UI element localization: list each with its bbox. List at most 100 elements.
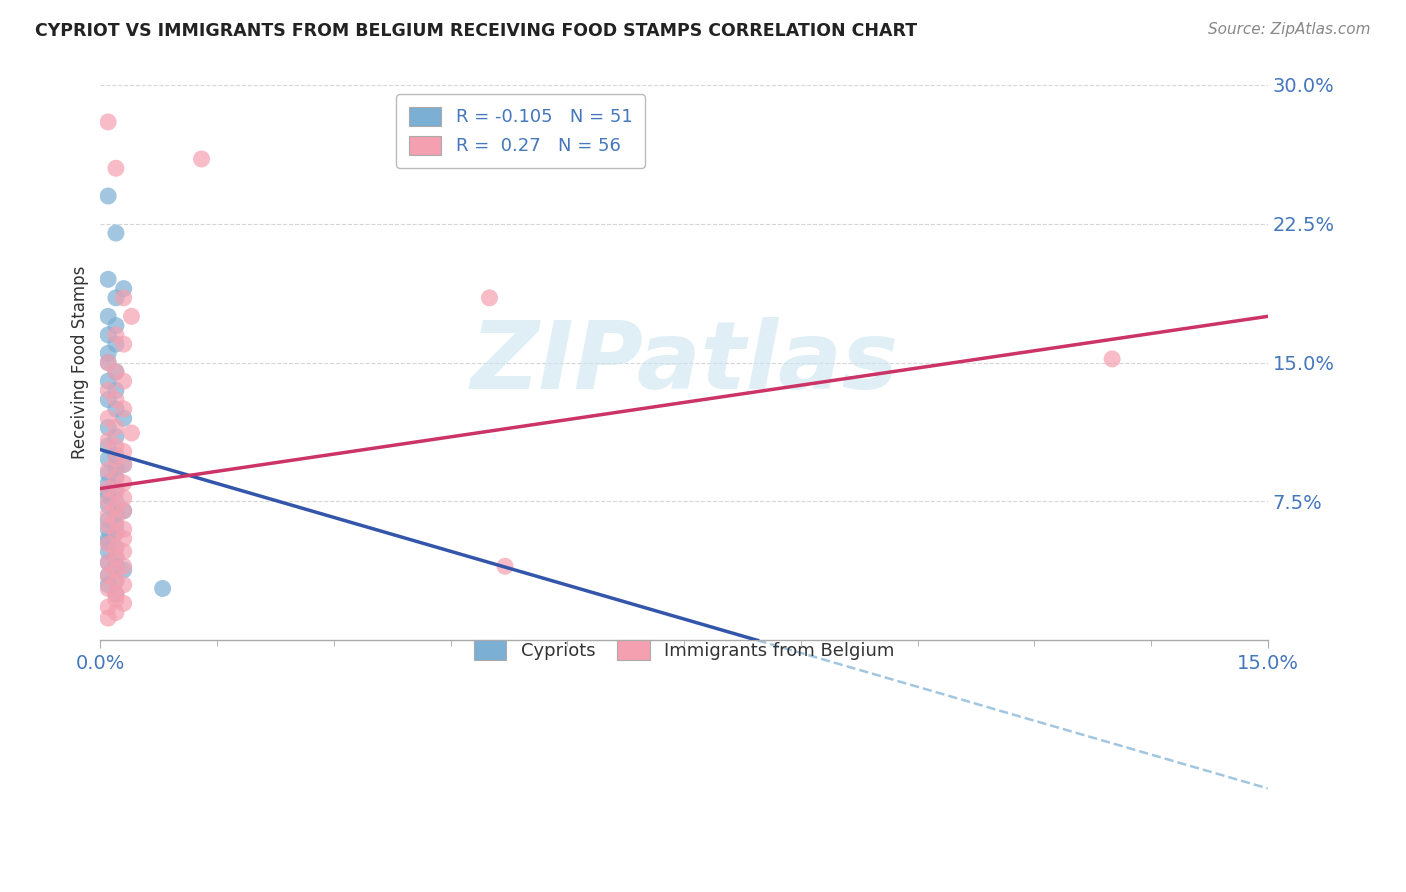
Point xyxy=(104,525,127,540)
Point xyxy=(112,444,135,458)
Point xyxy=(97,439,120,453)
Point xyxy=(104,401,127,416)
Point xyxy=(112,401,135,416)
Point xyxy=(97,485,120,500)
Text: Source: ZipAtlas.com: Source: ZipAtlas.com xyxy=(1208,22,1371,37)
Point xyxy=(104,430,127,444)
Text: ZIPatlas: ZIPatlas xyxy=(470,317,898,409)
Point xyxy=(104,384,127,398)
Point xyxy=(97,556,120,570)
Point xyxy=(97,482,120,496)
Point xyxy=(97,556,120,570)
Point xyxy=(97,475,120,490)
Point xyxy=(97,310,120,324)
Point xyxy=(104,470,127,484)
Point xyxy=(104,420,127,434)
Point xyxy=(112,559,135,574)
Point xyxy=(121,310,143,324)
Point xyxy=(104,500,127,514)
Point xyxy=(112,578,135,592)
Point xyxy=(112,291,135,305)
Point xyxy=(97,568,120,582)
Point xyxy=(97,384,120,398)
Point xyxy=(97,392,120,407)
Y-axis label: Receiving Food Stamps: Receiving Food Stamps xyxy=(72,266,89,459)
Point xyxy=(112,458,135,472)
Point xyxy=(97,513,120,527)
Point xyxy=(97,451,120,466)
Point xyxy=(97,463,120,477)
Point xyxy=(104,226,127,240)
Point xyxy=(104,161,127,176)
Point xyxy=(104,574,127,588)
Point xyxy=(104,337,127,351)
Legend: Cypriots, Immigrants from Belgium: Cypriots, Immigrants from Belgium xyxy=(467,633,901,667)
Point xyxy=(97,494,120,508)
Point xyxy=(104,439,127,453)
Point xyxy=(97,568,120,582)
Point xyxy=(104,574,127,588)
Text: CYPRIOT VS IMMIGRANTS FROM BELGIUM RECEIVING FOOD STAMPS CORRELATION CHART: CYPRIOT VS IMMIGRANTS FROM BELGIUM RECEI… xyxy=(35,22,917,40)
Point xyxy=(104,592,127,607)
Point xyxy=(104,318,127,333)
Point xyxy=(112,458,135,472)
Point xyxy=(104,365,127,379)
Point xyxy=(97,327,120,342)
Point xyxy=(104,563,127,577)
Point xyxy=(97,535,120,549)
Point xyxy=(112,491,135,505)
Point xyxy=(104,494,127,508)
Point xyxy=(97,434,120,448)
Point xyxy=(1101,351,1123,366)
Point xyxy=(104,291,127,305)
Point xyxy=(190,152,212,166)
Point xyxy=(112,532,135,546)
Point xyxy=(97,582,120,596)
Point xyxy=(112,337,135,351)
Point xyxy=(97,346,120,360)
Point xyxy=(97,489,120,503)
Point xyxy=(112,504,135,518)
Point xyxy=(112,563,135,577)
Point xyxy=(478,291,501,305)
Point xyxy=(97,532,120,546)
Point xyxy=(104,482,127,496)
Point xyxy=(97,508,120,522)
Point xyxy=(104,365,127,379)
Point xyxy=(112,596,135,610)
Point xyxy=(104,451,127,466)
Point xyxy=(97,599,120,614)
Point xyxy=(97,411,120,425)
Point xyxy=(112,544,135,558)
Point xyxy=(97,467,120,481)
Point xyxy=(112,522,135,536)
Point xyxy=(97,522,120,536)
Point xyxy=(112,374,135,388)
Point xyxy=(104,392,127,407)
Point xyxy=(104,549,127,564)
Point xyxy=(152,582,174,596)
Point xyxy=(112,504,135,518)
Point xyxy=(97,611,120,625)
Point xyxy=(104,606,127,620)
Point xyxy=(97,374,120,388)
Point xyxy=(97,356,120,370)
Point xyxy=(97,420,120,434)
Point xyxy=(97,272,120,286)
Point xyxy=(97,578,120,592)
Point xyxy=(97,544,120,558)
Point xyxy=(104,559,127,574)
Point xyxy=(97,115,120,129)
Point xyxy=(494,559,516,574)
Point xyxy=(104,525,127,540)
Point xyxy=(97,356,120,370)
Point xyxy=(112,411,135,425)
Point xyxy=(104,541,127,555)
Point xyxy=(104,587,127,601)
Point xyxy=(97,537,120,551)
Point xyxy=(112,475,135,490)
Point xyxy=(104,549,127,564)
Point xyxy=(104,518,127,533)
Point xyxy=(112,282,135,296)
Point xyxy=(97,498,120,512)
